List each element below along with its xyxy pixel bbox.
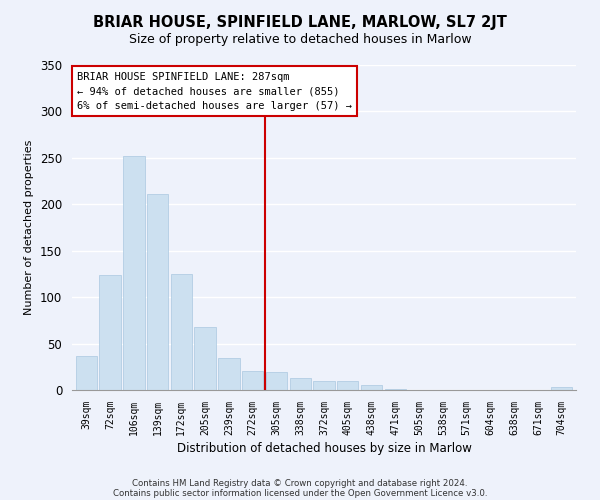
Bar	[147, 194, 168, 390]
Bar	[266, 372, 287, 390]
Bar	[290, 378, 311, 390]
Bar	[218, 358, 239, 390]
Bar	[242, 370, 263, 390]
Bar	[123, 156, 145, 390]
Bar	[551, 387, 572, 390]
Bar	[313, 380, 335, 390]
X-axis label: Distribution of detached houses by size in Marlow: Distribution of detached houses by size …	[176, 442, 472, 455]
Bar	[170, 274, 192, 390]
Bar	[361, 386, 382, 390]
Text: BRIAR HOUSE, SPINFIELD LANE, MARLOW, SL7 2JT: BRIAR HOUSE, SPINFIELD LANE, MARLOW, SL7…	[93, 15, 507, 30]
Text: Contains HM Land Registry data © Crown copyright and database right 2024.: Contains HM Land Registry data © Crown c…	[132, 478, 468, 488]
Bar	[385, 389, 406, 390]
Bar	[76, 356, 97, 390]
Bar	[194, 327, 216, 390]
Bar	[100, 275, 121, 390]
Text: BRIAR HOUSE SPINFIELD LANE: 287sqm
← 94% of detached houses are smaller (855)
6%: BRIAR HOUSE SPINFIELD LANE: 287sqm ← 94%…	[77, 72, 352, 111]
Y-axis label: Number of detached properties: Number of detached properties	[25, 140, 34, 315]
Bar	[337, 380, 358, 390]
Text: Size of property relative to detached houses in Marlow: Size of property relative to detached ho…	[128, 32, 472, 46]
Text: Contains public sector information licensed under the Open Government Licence v3: Contains public sector information licen…	[113, 488, 487, 498]
